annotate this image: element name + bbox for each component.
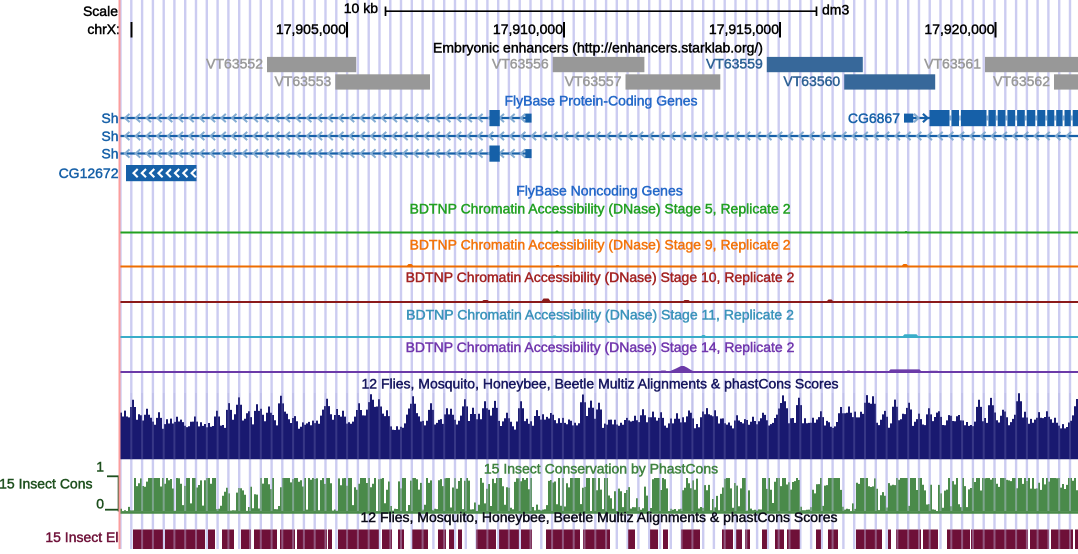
svg-text:FlyBase Protein-Coding Genes: FlyBase Protein-Coding Genes	[505, 93, 698, 109]
svg-text:1: 1	[96, 459, 104, 475]
svg-text:0: 0	[96, 496, 104, 512]
svg-text:VT63562: VT63562	[993, 73, 1050, 89]
svg-text:VT63556: VT63556	[492, 56, 549, 72]
svg-text:VT63552: VT63552	[206, 56, 263, 72]
svg-text:BDTNP Chromatin Accessibility: BDTNP Chromatin Accessibility (DNase) St…	[409, 236, 790, 252]
svg-text:10 kb: 10 kb	[344, 0, 378, 16]
svg-text:chrX:: chrX:	[87, 21, 120, 37]
svg-text:12 Flies, Mosquito, Honeybee,: 12 Flies, Mosquito, Honeybee, Beetle Mul…	[361, 375, 838, 391]
svg-text:FlyBase Noncoding Genes: FlyBase Noncoding Genes	[516, 182, 683, 198]
svg-text:BDTNP Chromatin Accessibility: BDTNP Chromatin Accessibility (DNase) St…	[406, 269, 795, 285]
svg-text:Scale: Scale	[83, 3, 118, 19]
svg-text:VT63553: VT63553	[274, 73, 331, 89]
svg-text:BDTNP Chromatin Accessibility: BDTNP Chromatin Accessibility (DNase) St…	[409, 200, 790, 216]
svg-text:CG12672: CG12672	[59, 165, 119, 181]
svg-text:dm3: dm3	[822, 2, 849, 18]
svg-text:12 Flies, Mosquito, Honeybee,: 12 Flies, Mosquito, Honeybee, Beetle Mul…	[360, 509, 837, 525]
svg-text:15 Insect Conservation by Phas: 15 Insect Conservation by PhastCons	[484, 461, 718, 477]
svg-text:17,910,000: 17,910,000	[493, 21, 563, 37]
svg-text:17,920,000: 17,920,000	[924, 21, 994, 37]
svg-text:VT63561: VT63561	[924, 56, 981, 72]
svg-text:15 Insect El: 15 Insect El	[45, 529, 118, 545]
svg-text:VT63559: VT63559	[706, 56, 763, 72]
svg-text:VT63560: VT63560	[783, 73, 840, 89]
svg-text:Embryonic enhancers (http://en: Embryonic enhancers (http://enhancers.st…	[433, 40, 763, 56]
svg-text:CG6867: CG6867	[848, 110, 900, 126]
svg-text:17,915,000: 17,915,000	[709, 21, 779, 37]
svg-text:Sh: Sh	[101, 110, 118, 126]
svg-text:17,905,000: 17,905,000	[276, 21, 346, 37]
svg-text:Sh: Sh	[101, 128, 118, 144]
svg-text:BDTNP Chromatin Accessibility: BDTNP Chromatin Accessibility (DNase) St…	[406, 339, 795, 355]
svg-text:Sh: Sh	[101, 146, 118, 162]
svg-text:BDTNP Chromatin Accessibility: BDTNP Chromatin Accessibility (DNase) St…	[406, 307, 794, 323]
svg-text:15 Insect Cons: 15 Insect Cons	[0, 476, 93, 492]
svg-text:VT63557: VT63557	[565, 73, 622, 89]
